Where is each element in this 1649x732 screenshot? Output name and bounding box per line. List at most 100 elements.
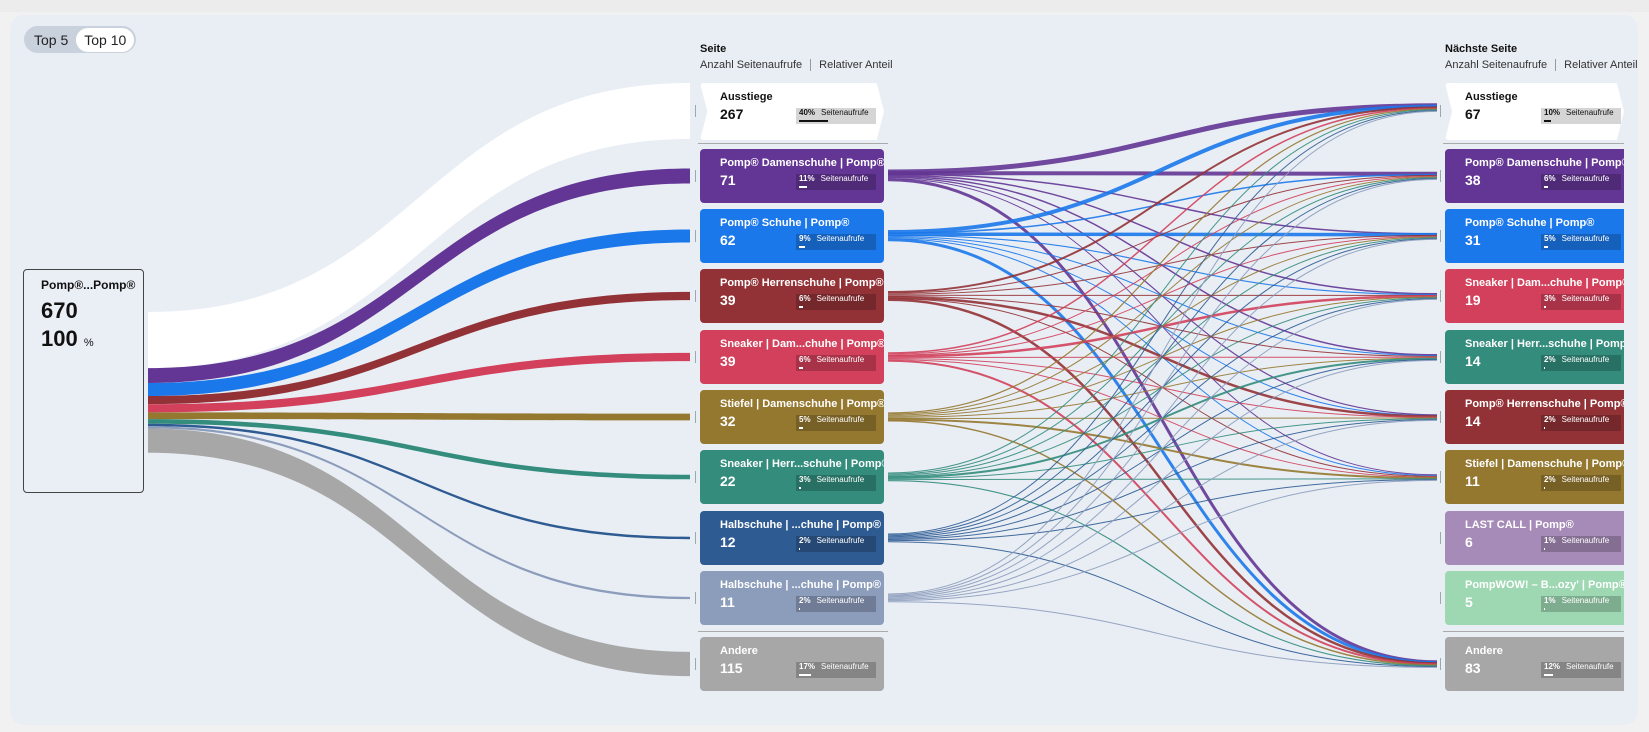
share-badge: 2% Seitenaufrufe [796,536,876,552]
share-bar [1544,487,1546,489]
share-badge: 10% Seitenaufrufe [1541,108,1621,124]
share-unit: Seitenaufrufe [816,536,865,545]
metric-count-label[interactable]: Anzahl Seitenaufrufe [1445,59,1548,71]
node-label: Pomp® Herrenschuhe | Pomp® [720,277,884,289]
share-unit: Seitenaufrufe [821,108,869,117]
middle-node-card[interactable]: Pomp® Schuhe | Pomp® 62 9% Seitenaufrufe [700,209,884,263]
right-node-card[interactable]: Sneaker | Herr...schuhe | Pomp® 14 2% Seite… [1445,330,1624,384]
node-label: PompWOW! – B...ozy' | Pomp® [1465,579,1624,591]
metric-share-label[interactable]: Relativer Anteil [1564,59,1638,71]
middle-node-card[interactable]: Pomp® Damenschuhe | Pomp® 71 11% Seitenaufr… [700,149,884,203]
share-unit: Seitenaufrufe [816,294,865,303]
middle-node-card[interactable]: Ausstiege 267 40% Seitenaufrufe [700,83,884,140]
node-tick [1440,471,1441,483]
node-value: 67 [1465,106,1481,122]
node-value: 12 [720,534,736,550]
share-unit: Seitenaufrufe [816,475,865,484]
middle-node-card[interactable]: Halbschuhe | ...chuhe | Pomp® 11 2% Seitena… [700,571,884,625]
right-node-card[interactable]: Sneaker | Dam...chuhe | Pomp® 19 3% Seitena… [1445,269,1624,323]
node-tick [695,351,696,363]
share-unit: Seitenaufrufe [1561,596,1610,605]
share-badge: 11% Seitenaufrufe [796,174,876,190]
node-tick [1440,230,1441,242]
node-tick [695,230,696,242]
middle-node-card[interactable]: Sneaker | Herr...schuhe | Pomp® 22 3% Seite… [700,450,884,504]
share-bar [799,367,804,369]
node-tick [695,105,696,117]
middle-node-card[interactable]: Halbschuhe | ...chuhe | Pomp® 12 2% Seitena… [700,511,884,565]
top-bar [0,0,1649,12]
node-label: Pomp® Schuhe | Pomp® [1465,217,1595,229]
share-percent: 9% [799,234,811,243]
right-node-card[interactable]: Pomp® Herrenschuhe | Pomp® 14 2% Seitenaufr… [1445,390,1624,444]
share-bar [799,246,806,248]
right-node-card[interactable]: LAST CALL | Pomp® 6 1% Seitenaufrufe [1445,511,1624,565]
node-tick [695,411,696,423]
share-unit: Seitenaufrufe [1561,355,1610,364]
middle-node-card[interactable]: Stiefel | Damenschuhe | Pomp® 32 5% Seitena… [700,390,884,444]
share-unit: Seitenaufrufe [816,596,865,605]
share-bar [799,548,801,550]
share-unit: Seitenaufrufe [1561,294,1610,303]
share-badge: 40% Seitenaufrufe [796,108,876,124]
node-label: Sneaker | Dam...chuhe | Pomp® [1465,277,1624,289]
share-percent: 5% [1544,234,1556,243]
share-badge: 6% Seitenaufrufe [1541,174,1621,190]
right-node-card[interactable]: Pomp® Damenschuhe | Pomp® 38 6% Seitenaufru… [1445,149,1624,203]
node-tick [1440,411,1441,423]
divider [698,631,888,632]
share-unit: Seitenaufrufe [816,415,865,424]
share-bar [799,120,828,122]
share-unit: Seitenaufrufe [1566,662,1614,671]
divider [1443,143,1624,144]
right-node-card[interactable]: Ausstiege 67 10% Seitenaufrufe [1445,83,1624,140]
top-n-toggle[interactable]: Top 5 Top 10 [24,26,137,53]
right-column-header: Nächste Seite Anzahl Seitenaufrufe Relati… [1445,43,1645,72]
share-bar [1544,548,1545,550]
middle-node-card[interactable]: Pomp® Herrenschuhe | Pomp® 39 6% Seitenaufr… [700,269,884,323]
node-tick [1440,170,1441,182]
middle-column-title: Seite [700,43,727,55]
node-value: 115 [720,660,743,676]
share-badge: 17% Seitenaufrufe [796,662,876,678]
node-label: Pomp® Damenschuhe | Pomp® [1465,157,1624,169]
share-badge: 2% Seitenaufrufe [1541,415,1621,431]
share-bar [799,427,803,429]
share-badge: 5% Seitenaufrufe [796,415,876,431]
node-label: Andere [1465,645,1503,657]
right-node-card[interactable]: Andere 83 12% Seitenaufrufe [1445,637,1624,691]
share-badge: 2% Seitenaufrufe [1541,355,1621,371]
metric-share-label[interactable]: Relativer Anteil [819,59,893,71]
share-bar [1544,367,1546,369]
middle-node-card[interactable]: Sneaker | Dam...chuhe | Pomp® 39 6% Seitena… [700,330,884,384]
toggle-top-5[interactable]: Top 5 [34,31,69,48]
share-percent: 1% [1544,596,1556,605]
share-percent: 2% [1544,475,1556,484]
node-label: Pomp® Herrenschuhe | Pomp® [1465,398,1624,410]
metric-count-label[interactable]: Anzahl Seitenaufrufe [700,59,803,71]
source-percent: 100 % [41,326,94,351]
share-unit: Seitenaufrufe [1561,536,1610,545]
node-label: Sneaker | Herr...schuhe | Pomp® [720,458,884,470]
share-badge: 2% Seitenaufrufe [796,596,876,612]
node-value: 31 [1465,232,1481,248]
source-node[interactable]: Pomp®...Pomp® 670 100 % [23,269,144,493]
share-unit: Seitenaufrufe [816,355,865,364]
right-node-card[interactable]: Pomp® Schuhe | Pomp® 31 5% Seitenaufrufe [1445,209,1624,263]
share-bar [799,306,804,308]
node-tick [695,290,696,302]
node-tick [1440,351,1441,363]
node-value: 62 [720,232,736,248]
middle-node-card[interactable]: Andere 115 17% Seitenaufrufe [700,637,884,691]
right-node-card[interactable]: PompWOW! – B...ozy' | Pomp® 5 1% Seitenaufr… [1445,571,1624,625]
right-node-card[interactable]: Stiefel | Damenschuhe | Pomp® 11 2% Seitena… [1445,450,1624,504]
node-label: Stiefel | Damenschuhe | Pomp® [1465,458,1624,470]
node-label: Sneaker | Herr...schuhe | Pomp® [1465,338,1624,350]
share-badge: 3% Seitenaufrufe [1541,294,1621,310]
toggle-top-10[interactable]: Top 10 [76,27,135,52]
share-percent: 1% [1544,536,1556,545]
share-badge: 1% Seitenaufrufe [1541,596,1621,612]
node-tick [695,170,696,182]
divider [1443,631,1624,632]
source-count: 670 [41,298,78,323]
